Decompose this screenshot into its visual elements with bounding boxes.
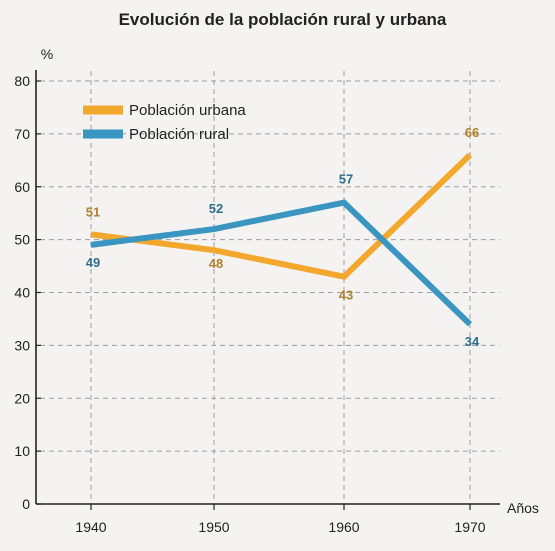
data-label-rural: 57 (339, 172, 353, 187)
y-tick-label: 0 (22, 496, 30, 512)
data-label-urbana: 48 (209, 256, 223, 271)
series-lines (90, 152, 473, 327)
data-label-rural: 49 (86, 255, 100, 270)
x-tick-label: 1940 (75, 519, 106, 535)
data-label-urbana: 66 (465, 125, 479, 140)
data-label-rural: 52 (209, 201, 223, 216)
y-tick-label: 10 (14, 443, 30, 459)
y-tick-label: 80 (14, 73, 30, 89)
y-tick-label: 30 (14, 337, 30, 353)
tick-labels: 0 10 20 30 40 50 60 70 80 1940 1950 1960 1970 (14, 73, 485, 535)
legend: Población urbana Población rural (83, 102, 246, 143)
y-tick-label: 50 (14, 232, 30, 248)
series-line-rural (90, 199, 473, 327)
y-tick-label: 60 (14, 179, 30, 195)
x-tick-label: 1970 (454, 519, 485, 535)
chart-title: Evolución de la población rural y urbana (118, 10, 447, 29)
data-label-urbana: 43 (339, 288, 353, 303)
series-line-urbana (90, 152, 473, 280)
y-tick-label: 70 (14, 126, 30, 142)
x-tick-label: 1960 (328, 519, 359, 535)
data-labels: 51 48 43 66 49 52 57 34 (86, 125, 480, 349)
axes (35, 70, 500, 510)
x-tick-label: 1950 (198, 519, 229, 535)
x-axis-label: Años (507, 500, 539, 516)
y-axis-label: % (41, 46, 53, 62)
y-tick-label: 40 (14, 285, 30, 301)
legend-label-urbana: Población urbana (129, 102, 246, 119)
data-label-urbana: 51 (86, 204, 100, 219)
legend-label-rural: Población rural (129, 126, 229, 143)
data-label-rural: 34 (465, 334, 480, 349)
y-tick-label: 20 (14, 390, 30, 406)
